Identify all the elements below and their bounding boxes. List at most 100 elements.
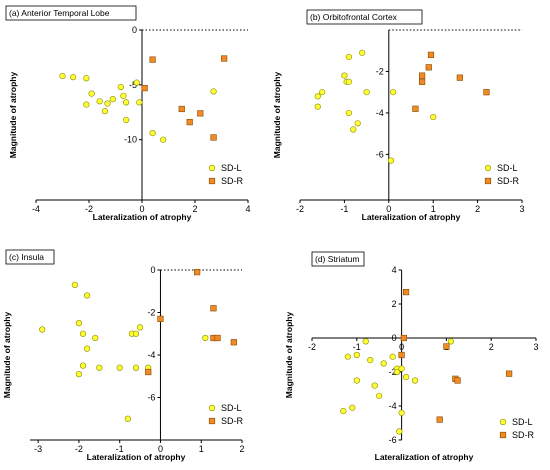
legend-sd-r-marker (208, 417, 216, 425)
sd-l-point (202, 334, 209, 342)
sd-r-point (400, 334, 407, 342)
x-tick-label: 3 (519, 204, 524, 214)
sd-l-point (116, 364, 123, 371)
sd-r-point (418, 72, 426, 79)
sd-l-point (69, 74, 77, 81)
x-tick-label: 0 (158, 444, 163, 454)
y-tick-label: -10 (124, 135, 137, 145)
sd-l-point (394, 368, 401, 376)
chart-panel-2: (c) Insula -3 -2 -1 0 1 2 0 -2 -4 -6 Lateralization… (2, 249, 245, 462)
chart-panel-0: (a) Anterior Temporal Lobe -4 -2 0 2 4 0 -5 -10 L… (5, 5, 251, 222)
legend-sd-l-marker (484, 164, 492, 172)
sd-l-point (353, 377, 360, 384)
sd-l-point (136, 324, 144, 331)
sd-l-point (363, 89, 370, 96)
sd-l-point (398, 409, 405, 416)
sd-r-point (402, 288, 410, 296)
x-axis-title: Lateralization of atrophy (87, 452, 186, 462)
x-tick-label: -1 (116, 444, 124, 454)
legend-label: SD-L (512, 417, 533, 427)
legend-label: SD-R (497, 176, 519, 186)
y-tick-label: -4 (389, 401, 397, 411)
sd-l-point (371, 382, 378, 389)
y-tick-label: -2 (376, 66, 384, 76)
sd-l-point (345, 109, 352, 117)
sd-l-point (83, 75, 90, 82)
sd-l-point (390, 89, 397, 96)
sd-l-point (380, 360, 387, 367)
chart-panel-1: (b) Orbitofrontal Cortex -2 -1 0 1 2 3 -2 -4 -6 La… (272, 9, 525, 222)
legend-sd-l-marker (499, 418, 507, 426)
sd-l-point (411, 377, 419, 384)
x-tick-label: 0 (386, 204, 391, 214)
sd-l-point (75, 371, 83, 378)
sd-r-point (149, 56, 156, 63)
sd-l-point (396, 428, 403, 435)
sd-r-point (425, 64, 432, 71)
legend-label: SD-L (221, 163, 242, 173)
x-tick-label: 1 (431, 204, 436, 214)
sd-r-point (210, 305, 217, 312)
x-tick-label: -1 (340, 204, 348, 214)
sd-r-point (214, 334, 221, 342)
x-axis-title: Lateralization of atrophy (362, 212, 461, 222)
sd-l-point (104, 100, 111, 107)
sd-l-point (350, 126, 357, 133)
sd-l-point (353, 351, 360, 359)
sd-l-point (59, 72, 66, 80)
sd-r-point (145, 368, 152, 376)
legend-label: SD-R (221, 416, 243, 426)
sd-l-point (96, 364, 103, 371)
sd-r-point (186, 119, 193, 126)
sd-l-point (39, 326, 46, 333)
panel-title-box (5, 5, 137, 21)
sd-l-point (124, 415, 131, 422)
y-tick-label: -2 (147, 308, 155, 318)
sd-l-point (354, 120, 361, 127)
legend-label: SD-L (497, 163, 518, 173)
legend-sd-r-marker (499, 431, 507, 439)
x-tick-label: -3 (34, 444, 42, 454)
sd-l-point (319, 89, 326, 96)
x-tick-label: 4 (245, 204, 250, 214)
sd-l-point (79, 330, 87, 337)
sd-r-point (412, 105, 419, 112)
sd-l-point (71, 281, 78, 288)
sd-r-point (157, 315, 164, 322)
sd-l-point (341, 72, 348, 79)
sd-r-point (456, 74, 463, 81)
y-tick-label: 0 (150, 265, 155, 275)
sd-l-point (149, 129, 156, 137)
sd-l-point (83, 345, 91, 352)
legend-label: SD-L (221, 403, 242, 413)
sd-l-point (88, 90, 95, 97)
sd-l-point (359, 49, 366, 56)
y-axis-title: Magnitude of atrophy (2, 312, 12, 399)
chart-panel-3: (d) Striatum-2-10123420-2-4-6Lateralizat… (284, 251, 539, 462)
legend-sd-l-marker (208, 404, 216, 412)
sd-l-point (447, 338, 454, 345)
sd-r-point (427, 51, 435, 58)
sd-l-point (345, 78, 352, 85)
panel-title-box (311, 251, 365, 267)
x-tick-label: -2 (75, 444, 83, 454)
legend-sd-r-marker (208, 177, 216, 185)
sd-l-point (349, 404, 356, 411)
sd-r-point (454, 377, 461, 384)
sd-l-point (132, 364, 140, 371)
legend-label: SD-R (512, 430, 534, 440)
sd-l-point (160, 136, 167, 143)
y-tick-label: 2 (392, 299, 397, 309)
panel-title: (d) Striatum (315, 254, 359, 264)
sd-l-point (362, 338, 369, 345)
sd-l-point (136, 99, 143, 106)
x-axis-title: Lateralization of atrophy (375, 452, 474, 462)
legend-sd-r-marker (484, 177, 492, 185)
sd-r-point (506, 370, 513, 377)
sd-l-point (79, 362, 87, 369)
x-axis-title: Lateralization of atrophy (93, 212, 192, 222)
x-tick-label: -2 (296, 204, 304, 214)
sd-l-point (387, 157, 395, 164)
sd-l-point (75, 320, 83, 327)
